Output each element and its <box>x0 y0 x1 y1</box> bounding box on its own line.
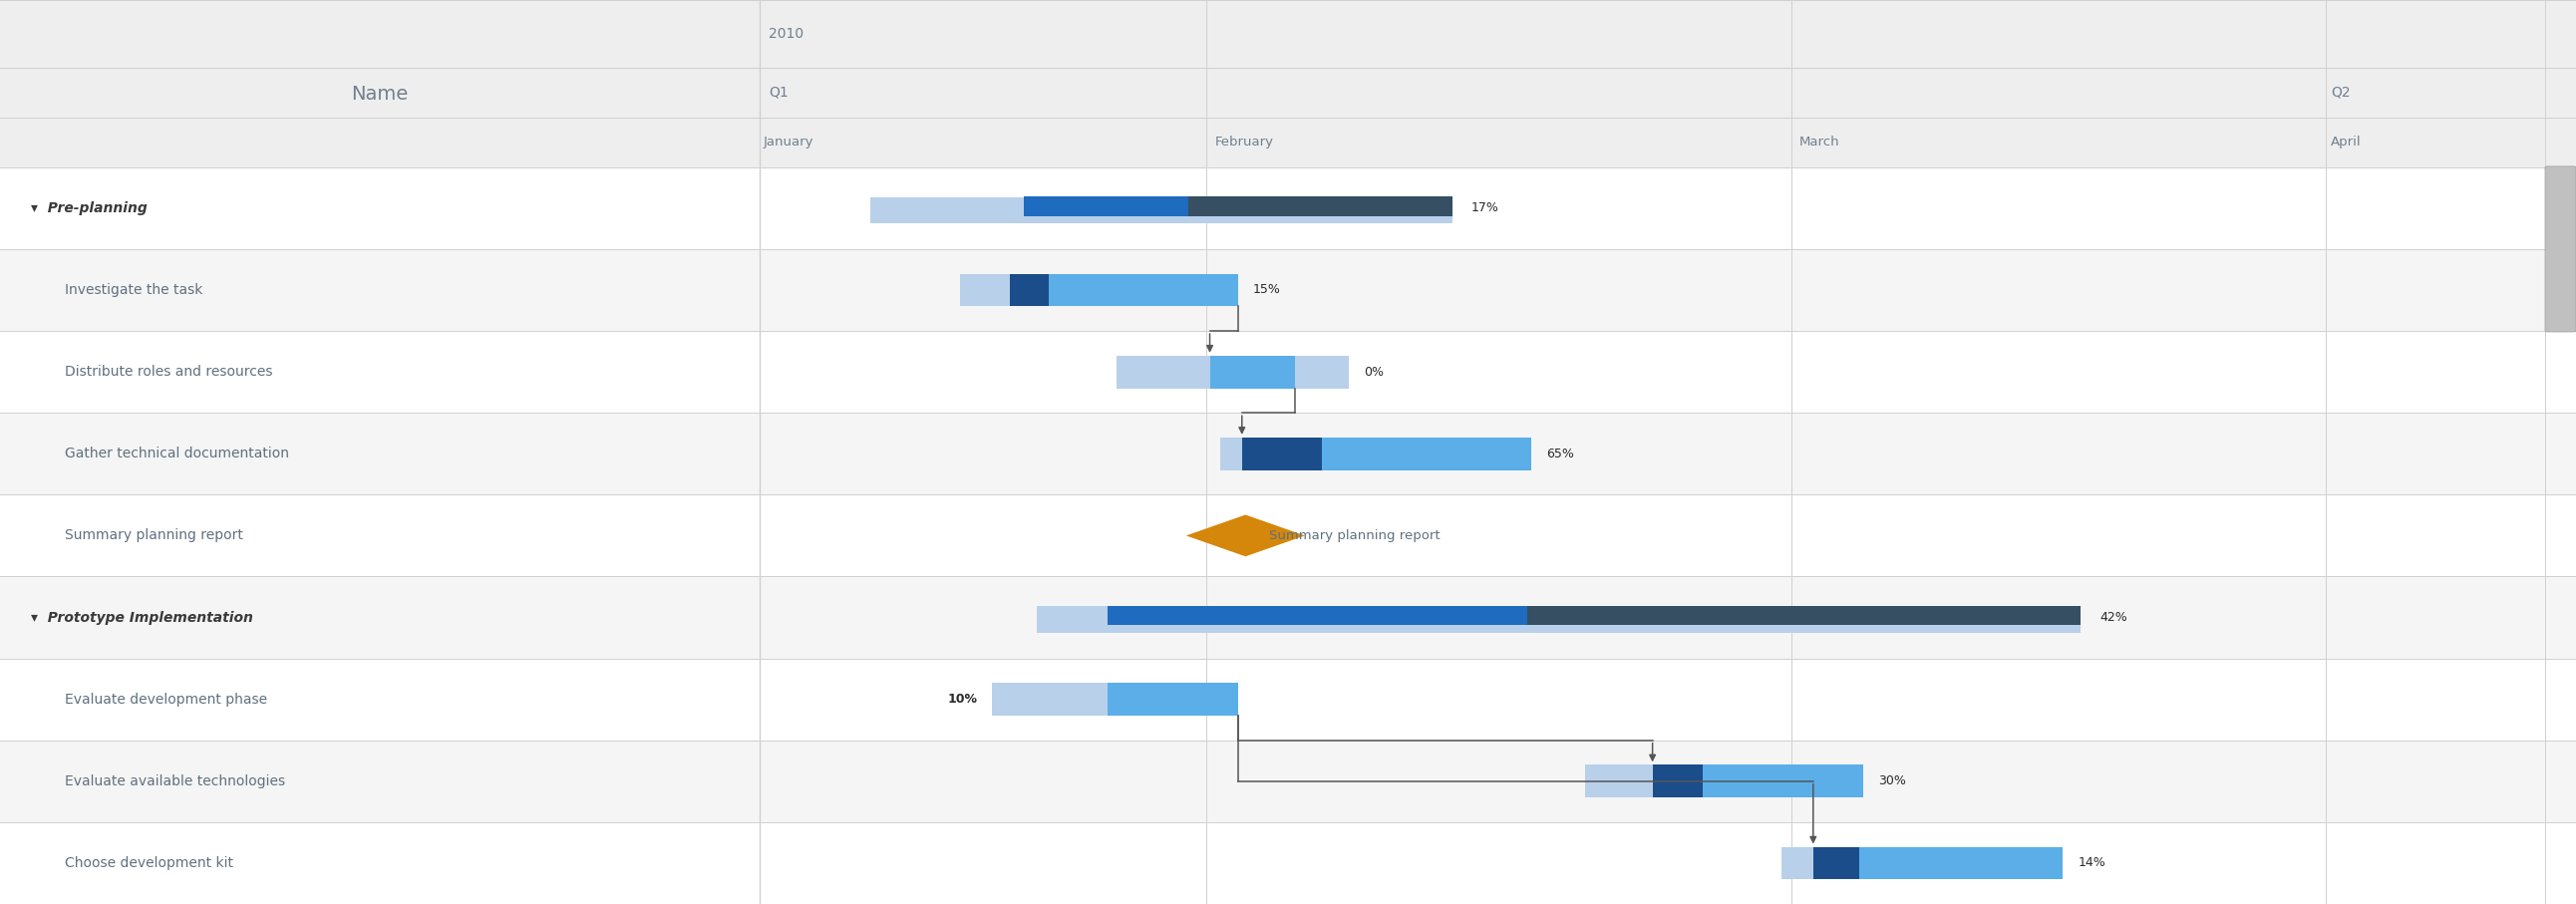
Bar <box>1584 765 1862 797</box>
Text: ▾  Prototype Implementation: ▾ Prototype Implementation <box>31 610 252 625</box>
Bar <box>0 494 2576 577</box>
Text: Gather technical documentation: Gather technical documentation <box>64 447 289 461</box>
Text: Q2: Q2 <box>2331 86 2349 99</box>
Bar <box>1221 438 1530 470</box>
Bar <box>1211 355 1296 389</box>
Bar <box>0 0 2576 68</box>
Text: Distribute roles and resources: Distribute roles and resources <box>64 365 273 379</box>
Bar <box>1010 274 1048 306</box>
Text: Q1: Q1 <box>768 86 788 99</box>
Bar <box>1654 765 1703 797</box>
Bar <box>0 331 2576 413</box>
FancyBboxPatch shape <box>2545 166 2576 332</box>
Bar <box>0 118 2576 167</box>
Text: February: February <box>1216 136 1275 149</box>
Text: March: March <box>1798 136 1839 149</box>
Bar <box>0 822 2576 904</box>
Text: ▾  Pre-planning: ▾ Pre-planning <box>31 202 147 215</box>
Text: 65%: 65% <box>1546 447 1574 460</box>
Bar <box>0 658 2576 740</box>
Text: Summary planning report: Summary planning report <box>64 529 242 542</box>
Bar <box>1814 847 1860 880</box>
Bar <box>1036 607 2081 633</box>
Text: 42%: 42% <box>2099 611 2128 624</box>
Bar <box>1108 606 2081 626</box>
Bar <box>1108 606 1528 626</box>
Bar <box>1025 196 1188 216</box>
FancyBboxPatch shape <box>1185 514 1306 557</box>
Text: 17%: 17% <box>1471 202 1499 214</box>
Bar <box>961 274 1239 306</box>
Text: 0%: 0% <box>1363 365 1383 379</box>
Bar <box>0 68 2576 118</box>
Bar <box>0 413 2576 494</box>
Bar <box>0 577 2576 658</box>
Text: April: April <box>2331 136 2362 149</box>
Bar <box>1780 847 2063 880</box>
Text: Choose development kit: Choose development kit <box>64 856 232 870</box>
Bar <box>1010 274 1239 306</box>
Bar <box>871 197 1453 223</box>
Text: 10%: 10% <box>948 692 976 706</box>
Text: Investigate the task: Investigate the task <box>64 283 204 297</box>
Text: Evaluate development phase: Evaluate development phase <box>64 692 268 706</box>
Bar <box>0 167 2576 250</box>
Bar <box>1242 438 1321 470</box>
Text: 2010: 2010 <box>768 27 804 41</box>
Text: 15%: 15% <box>1252 284 1280 297</box>
Text: Evaluate available technologies: Evaluate available technologies <box>64 774 286 788</box>
Text: Name: Name <box>350 84 410 103</box>
Bar <box>992 683 1239 716</box>
Bar <box>0 250 2576 331</box>
Bar <box>1242 438 1530 470</box>
Bar <box>1654 765 1862 797</box>
Bar <box>1814 847 2063 880</box>
Bar <box>1108 683 1239 716</box>
Bar <box>1025 196 1453 216</box>
Text: January: January <box>762 136 814 149</box>
Bar <box>0 740 2576 822</box>
Text: Summary planning report: Summary planning report <box>1270 529 1440 542</box>
Bar <box>1118 355 1350 389</box>
Text: 14%: 14% <box>2079 857 2105 870</box>
Text: 30%: 30% <box>1878 775 1906 787</box>
